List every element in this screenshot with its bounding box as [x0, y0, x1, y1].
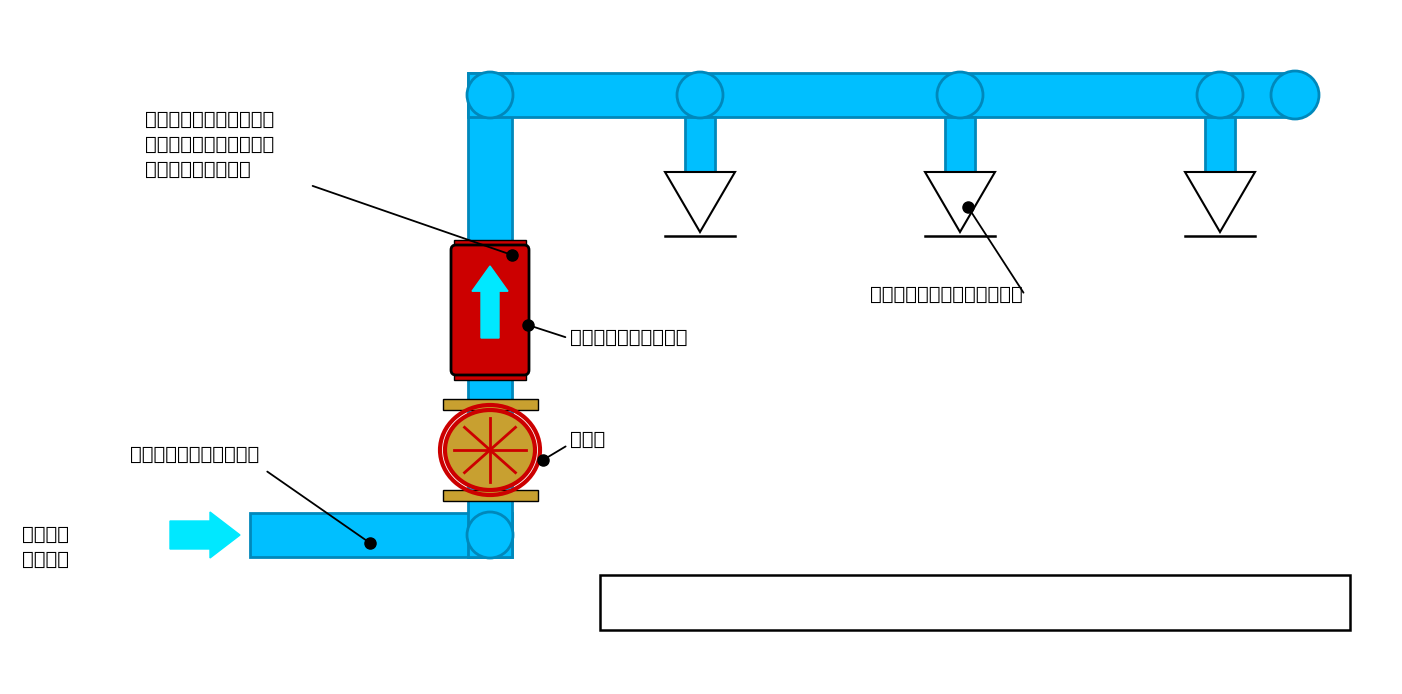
- FancyArrow shape: [472, 266, 508, 338]
- Polygon shape: [1185, 172, 1255, 232]
- Polygon shape: [665, 172, 735, 232]
- Bar: [684, 117, 715, 172]
- Text: 加圧送水: 加圧送水: [22, 525, 69, 544]
- Bar: [250, 513, 512, 557]
- Text: 制御弁: 制御弁: [571, 430, 606, 449]
- Text: のみから放水される: のみから放水される: [144, 160, 251, 179]
- Ellipse shape: [444, 410, 536, 490]
- Text: 閉鎖型スプリンクラーヘッド: 閉鎖型スプリンクラーヘッド: [871, 285, 1022, 304]
- Circle shape: [1272, 71, 1319, 119]
- Bar: [468, 73, 512, 557]
- Text: ※閉鎖型とは水の出口が常に閉じられているもの。: ※閉鎖型とは水の出口が常に閉じられているもの。: [618, 585, 869, 603]
- Circle shape: [937, 72, 983, 118]
- Bar: [468, 73, 1295, 117]
- Bar: [454, 240, 526, 250]
- Polygon shape: [925, 172, 995, 232]
- FancyBboxPatch shape: [451, 245, 529, 375]
- Text: 流水検知装置（湿式）: 流水検知装置（湿式）: [571, 328, 687, 347]
- FancyArrow shape: [170, 512, 240, 558]
- Text: 装置より: 装置より: [22, 550, 69, 569]
- Text: 常時水で加圧されていて: 常時水で加圧されていて: [144, 110, 275, 129]
- Circle shape: [1197, 72, 1244, 118]
- Circle shape: [677, 72, 723, 118]
- Circle shape: [467, 72, 513, 118]
- Bar: [600, 575, 1350, 630]
- Bar: [945, 117, 976, 172]
- Circle shape: [467, 512, 513, 558]
- Bar: [454, 370, 526, 380]
- Text: 作動時に開放したヘッド: 作動時に開放したヘッド: [144, 135, 275, 154]
- Bar: [1204, 117, 1235, 172]
- Text: 加圧水で満たされている: 加圧水で満たされている: [130, 445, 259, 464]
- Bar: [443, 490, 537, 501]
- Bar: [443, 399, 537, 410]
